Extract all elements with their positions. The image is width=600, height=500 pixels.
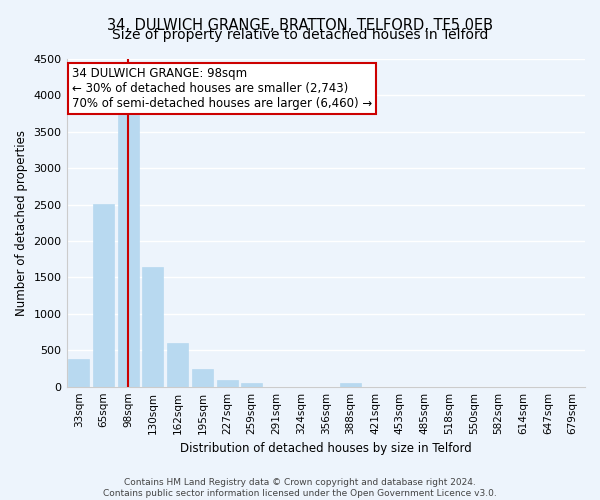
Bar (192, 369, 213, 386)
Y-axis label: Number of detached properties: Number of detached properties (15, 130, 28, 316)
Bar (167, 343, 188, 386)
Bar (68, 359, 89, 386)
Bar (118, 115, 139, 386)
Bar (93, 204, 114, 386)
X-axis label: Distribution of detached houses by size in Telford: Distribution of detached houses by size … (180, 442, 472, 455)
Bar (241, 383, 262, 386)
Text: 34 DULWICH GRANGE: 98sqm
← 30% of detached houses are smaller (2,743)
70% of sem: 34 DULWICH GRANGE: 98sqm ← 30% of detach… (72, 67, 372, 110)
Text: Size of property relative to detached houses in Telford: Size of property relative to detached ho… (112, 28, 488, 42)
Bar (217, 380, 238, 386)
Bar (340, 383, 361, 386)
Text: 34, DULWICH GRANGE, BRATTON, TELFORD, TF5 0EB: 34, DULWICH GRANGE, BRATTON, TELFORD, TF… (107, 18, 493, 32)
Text: Contains HM Land Registry data © Crown copyright and database right 2024.
Contai: Contains HM Land Registry data © Crown c… (103, 478, 497, 498)
Bar (142, 268, 163, 386)
